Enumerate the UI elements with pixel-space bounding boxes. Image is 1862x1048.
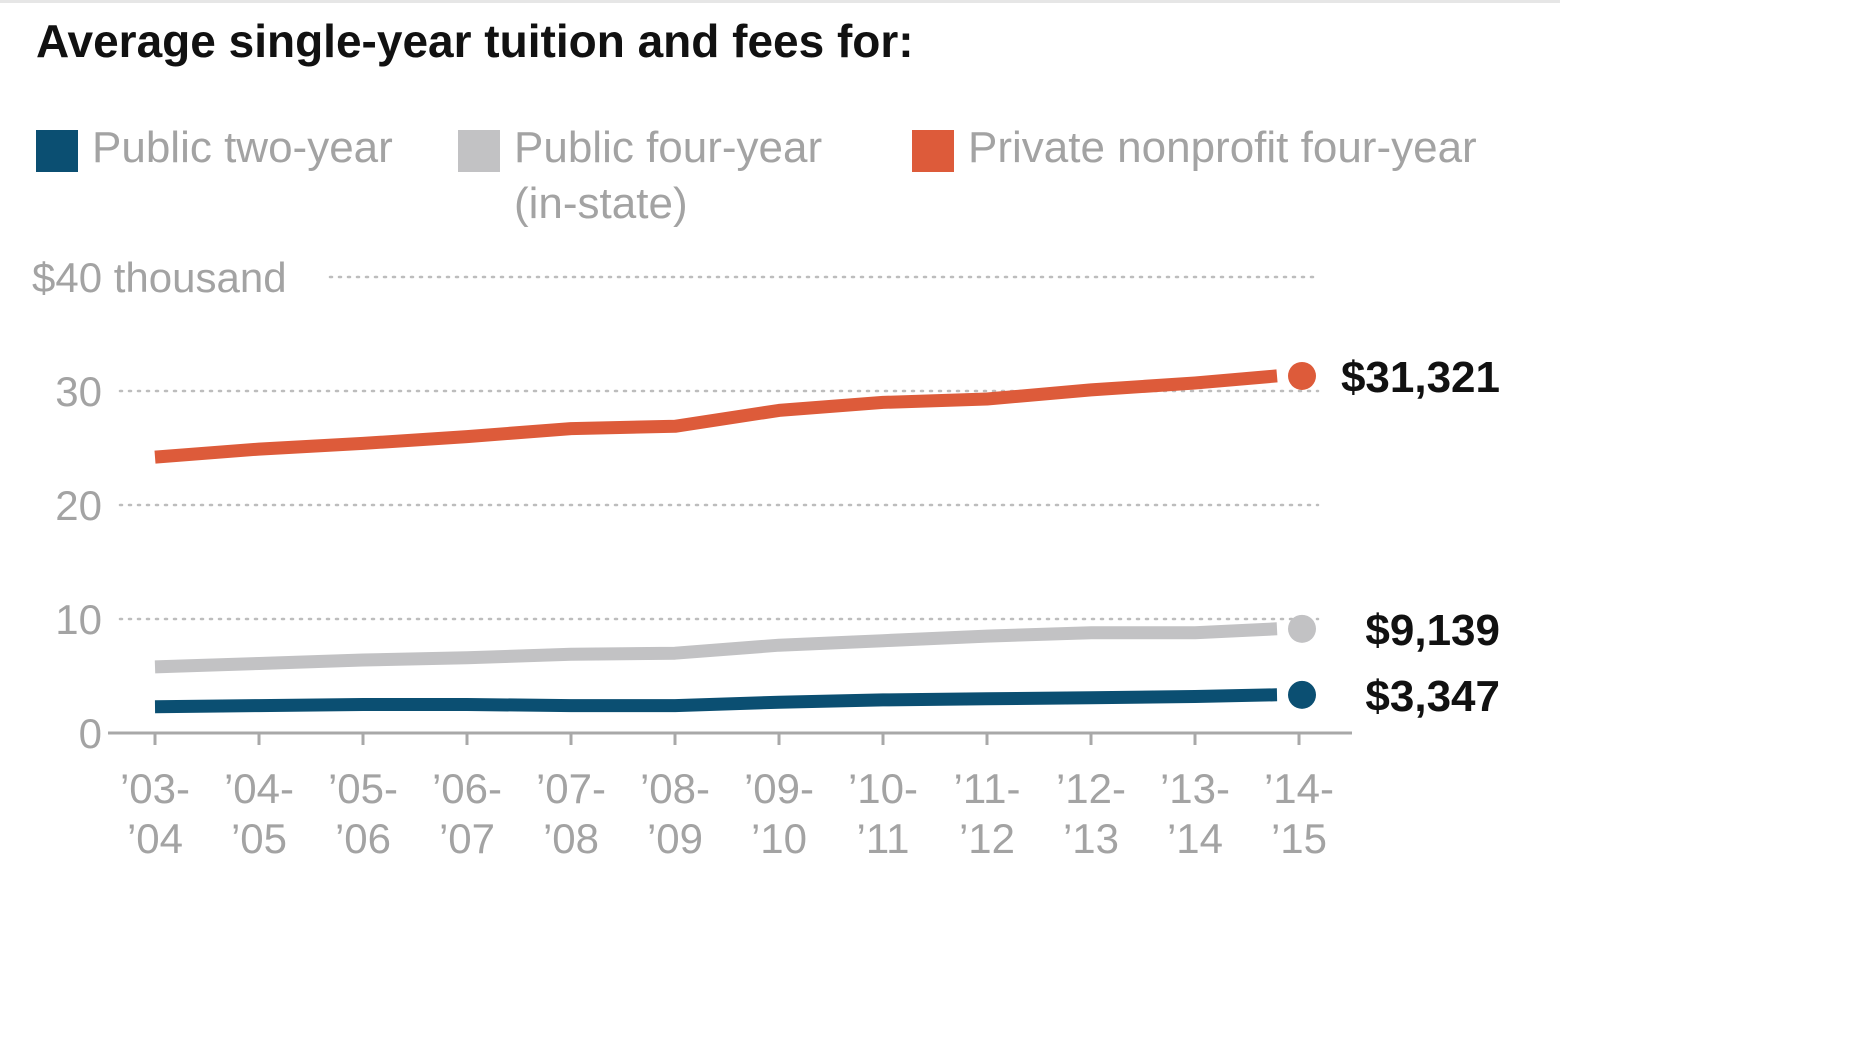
chart-title: Average single-year tuition and fees for…	[36, 15, 914, 67]
series-line-2	[154, 369, 1278, 464]
legend-label-private-nonprofit: Private nonprofit four-year	[968, 123, 1477, 172]
x-tick-label-2-line1: ’05-	[328, 765, 398, 812]
y-tick-label-20: 20	[55, 482, 102, 529]
series-end-marker-0	[1288, 680, 1316, 709]
x-tick-label-7-line2: ’11	[857, 815, 910, 862]
x-tick-label-10-line2: ’14	[1167, 815, 1223, 862]
x-tick-label-4-line1: ’07-	[536, 765, 606, 812]
x-tick-label-2-line2: ’06	[335, 815, 391, 862]
x-tick-label-10-line1: ’13-	[1160, 765, 1230, 812]
x-tick-label-6-line1: ’09-	[744, 765, 814, 812]
y-tick-label-0: 0	[79, 710, 102, 757]
legend-swatch-public-two-year	[36, 130, 78, 172]
x-tick-label-11-line1: ’14-	[1264, 765, 1334, 812]
legend-label-public-two-year: Public two-year	[92, 123, 393, 172]
y-tick-label-40: $40 thousand	[32, 254, 287, 301]
x-tick-label-8-line2: ’12	[959, 815, 1015, 862]
series-end-marker-2	[1288, 361, 1316, 390]
series-line-1	[154, 622, 1278, 674]
x-tick-label-5-line2: ’09	[647, 815, 703, 862]
legend-label-public-four-year: Public four-year (in-state)	[514, 123, 823, 228]
series-line-0	[154, 688, 1278, 714]
y-tick-label-10: 10	[55, 596, 102, 643]
x-tick-label-9-line1: ’12-	[1056, 765, 1126, 812]
x-tick-label-3-line2: ’07	[439, 815, 495, 862]
top-rule	[0, 0, 1560, 3]
series-end-marker-1	[1288, 614, 1316, 643]
x-tick-label-7-line1: ’10-	[848, 765, 918, 812]
legend-item-private-nonprofit: Private nonprofit four-year	[912, 120, 1477, 176]
legend-item-public-two-year: Public two-year	[36, 120, 393, 176]
x-tick-label-6-line2: ’10	[751, 815, 807, 862]
x-tick-label-3-line1: ’06-	[432, 765, 502, 812]
x-tick-label-1-line2: ’05	[231, 815, 287, 862]
legend-swatch-public-four-year	[458, 130, 500, 172]
y-tick-label-30: 30	[55, 368, 102, 415]
x-tick-label-8-line1: ’11-	[954, 765, 1021, 812]
x-tick-label-0-line2: ’04	[127, 815, 183, 862]
series-end-label-2: $31,321	[1341, 353, 1500, 402]
x-tick-label-0-line1: ’03-	[120, 765, 190, 812]
legend-item-public-four-year: Public four-year (in-state)	[458, 120, 822, 232]
x-tick-label-9-line2: ’13	[1063, 815, 1119, 862]
x-tick-label-5-line1: ’08-	[640, 765, 710, 812]
legend-swatch-private-nonprofit	[912, 130, 954, 172]
x-tick-label-11-line2: ’15	[1271, 815, 1327, 862]
x-tick-label-4-line2: ’08	[543, 815, 599, 862]
series-end-label-1: $9,139	[1365, 606, 1500, 655]
series-end-label-0: $3,347	[1365, 672, 1500, 721]
x-tick-label-1-line1: ’04-	[224, 765, 294, 812]
